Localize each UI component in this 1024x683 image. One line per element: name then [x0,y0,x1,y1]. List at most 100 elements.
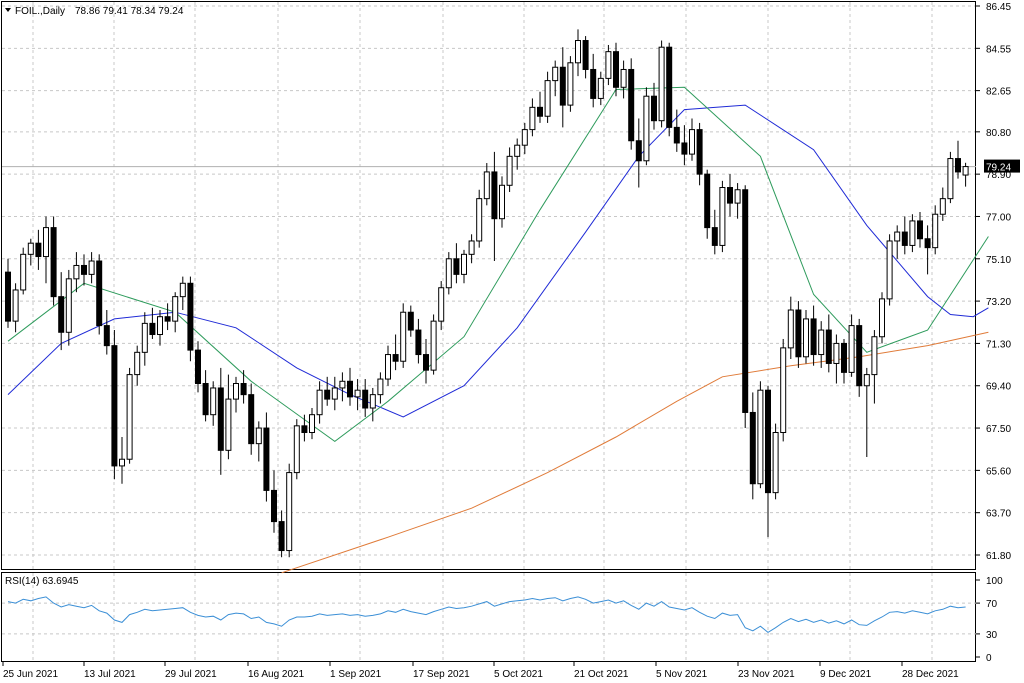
candle-body-up [73,264,80,280]
candle [673,109,680,152]
candle [886,234,893,306]
candle [240,370,247,404]
x-tick-label: 5 Oct 2021 [494,669,543,680]
candle [400,303,407,368]
candle-body-up [309,414,315,434]
candle-body-down [240,383,247,396]
y-tick-label: 84.55 [986,44,1011,55]
candle [597,71,604,106]
candle-body-up [43,227,49,258]
candle-body-up [886,240,893,300]
y-tick-label: 82.65 [986,87,1011,98]
candle-body-up [962,166,969,176]
candle [119,436,125,484]
candle [217,367,224,475]
x-tick-label: 5 Nov 2021 [656,669,708,680]
x-tick-label: 9 Dec 2021 [820,669,872,680]
candle-body-down [392,354,399,362]
candle-body-down [704,173,711,229]
candle [689,118,695,161]
y-tick-label: 77.00 [986,212,1011,223]
candle-body-up [134,351,141,376]
candle [795,301,802,368]
candle-body-down [278,521,285,552]
candle [407,305,414,337]
candle [81,254,87,286]
candle [195,341,201,393]
price-axis: 86.45 84.55 82.65 80.80 78.90 77.00 75.10 73.20… [976,2,1011,562]
candle-body-down [749,411,756,485]
candle [339,372,346,402]
candle [499,176,505,228]
candle-body-down [423,354,429,371]
candle [111,330,118,480]
candle-body-up [552,66,559,82]
candle [590,53,597,108]
ma-slow-line [281,331,989,574]
y-tick-label: 78.90 [986,170,1011,181]
candle-body-down [810,318,817,356]
candle [225,374,232,460]
candle [149,307,156,339]
candle [787,296,794,360]
candle-body-up [400,311,407,362]
candle [172,292,179,333]
rsi-tick-label: 100 [986,576,1003,587]
candle-body-up [468,240,475,255]
candle [278,510,285,558]
candle [727,174,733,217]
candle-body-down [248,394,255,445]
candle [263,412,270,502]
candle [126,367,133,464]
candle [757,381,764,489]
candle-body-up [339,380,346,389]
candle-body-down [195,349,201,385]
candle-body-down [696,129,703,175]
candle [780,338,787,442]
candle [415,318,422,364]
candle [362,379,369,417]
candle [742,185,749,429]
candle-body-down [590,68,597,99]
candle [179,276,186,311]
y-tick-label: 73.20 [986,297,1011,308]
candle-body-up [575,40,581,64]
candle-body-down [453,258,460,275]
candle-body-down [217,387,224,451]
dropdown-triangle-icon[interactable] [5,8,11,12]
candle-body-up [818,329,825,356]
rsi-panel [2,596,976,635]
candle [483,163,490,206]
candle [529,98,536,137]
candle [917,212,923,248]
candle [704,169,711,239]
candle [544,71,551,123]
x-tick-label: 16 Aug 2021 [248,669,305,680]
candle-body-up [757,389,764,485]
candle [932,205,939,255]
candle [681,125,688,166]
candle [582,36,589,79]
candle [392,334,399,371]
candle [879,292,885,344]
y-tick-label: 67.50 [986,424,1011,435]
candle [58,272,65,351]
chart-header: FOIL.,Daily 78.86 79.41 78.34 79.24 [5,6,184,17]
rsi-tick-label: 70 [986,599,998,610]
current-price-label: 79.24 [986,163,1011,174]
ma-fast-line [7,86,989,443]
candle-body-down [681,142,688,155]
candle-body-up [772,432,779,494]
candle [833,334,840,384]
candle [628,58,635,150]
x-tick-label: 21 Oct 2021 [574,669,629,680]
candle [324,376,331,406]
candle [271,470,277,533]
candle-body-down [149,322,156,336]
candle-body-up [521,129,528,146]
candle-body-up [947,158,954,200]
candle-body-up [438,287,445,322]
candle-body-down [856,325,863,387]
candle-body-up [514,144,521,157]
candle [88,252,95,284]
